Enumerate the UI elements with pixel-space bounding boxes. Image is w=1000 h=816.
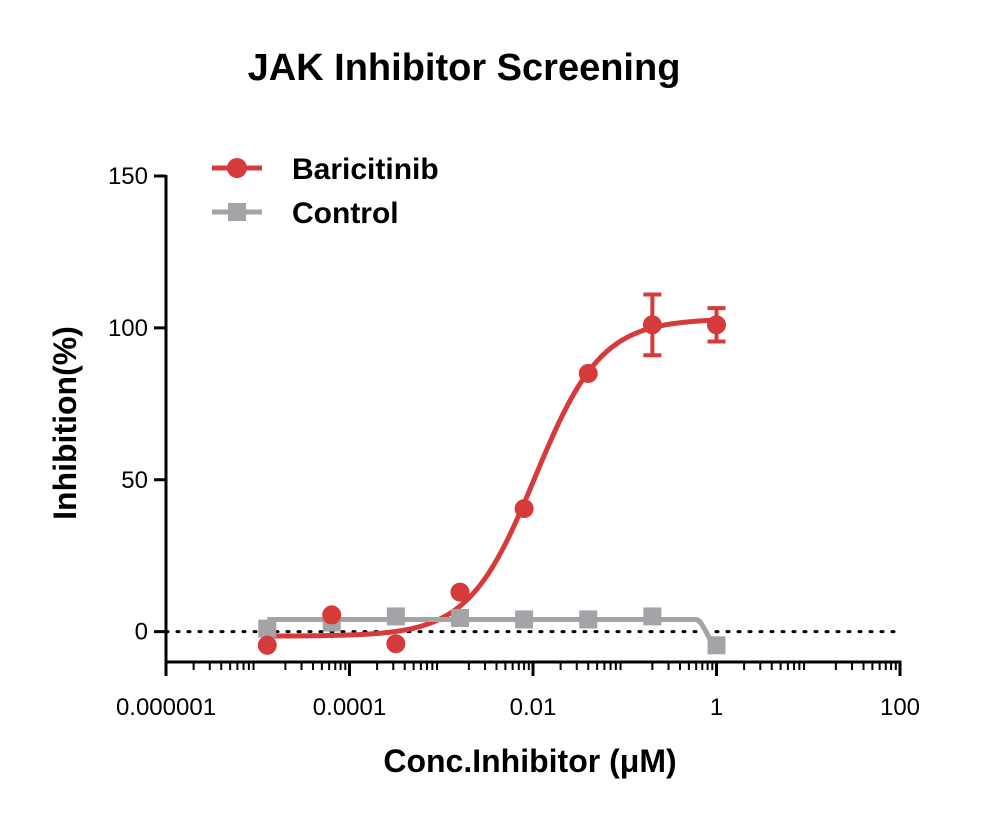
- y-tick-label: 150: [108, 163, 148, 190]
- chart-title: JAK Inhibitor Screening: [248, 47, 681, 89]
- data-point-control: [258, 619, 277, 638]
- data-point-control: [707, 636, 726, 655]
- data-point-baricitinib: [450, 582, 470, 602]
- x-tick-label: 0.01: [510, 694, 557, 721]
- y-axis-label: Inhibition(%): [47, 326, 83, 520]
- data-point-baricitinib: [642, 315, 662, 335]
- data-point-baricitinib: [257, 635, 277, 655]
- x-tick-label: 0.000001: [116, 694, 216, 721]
- data-point-baricitinib: [386, 634, 406, 654]
- legend-marker-baricitinib: [227, 158, 247, 178]
- data-point-control: [579, 610, 598, 629]
- fit-curve-control: [267, 616, 718, 648]
- y-tick-label: 50: [121, 467, 148, 494]
- data-point-baricitinib: [707, 315, 726, 335]
- data-point-baricitinib: [322, 605, 342, 625]
- legend: Baricitinib Control: [212, 153, 439, 230]
- data-point-baricitinib: [578, 363, 598, 383]
- legend-label-control: Control: [292, 197, 399, 230]
- fit-curve-baricitinib: [267, 317, 717, 639]
- x-tick-label: 0.0001: [313, 694, 386, 721]
- data-point-control: [515, 610, 534, 629]
- x-tick-label: 100: [880, 694, 920, 721]
- data-point-control: [643, 607, 662, 626]
- y-tick-label: 100: [108, 315, 148, 342]
- x-axis-label: Conc.Inhibitor (μM): [383, 743, 676, 779]
- data-point-control: [386, 607, 405, 626]
- plot-area: 0 50 100 150 0.000001 0.0001 0.01 1 100: [108, 163, 920, 721]
- y-tick-label: 0: [135, 619, 148, 646]
- data-point-control: [450, 608, 469, 627]
- legend-marker-control: [228, 203, 246, 221]
- legend-label-baricitinib: Baricitinib: [292, 153, 439, 186]
- x-tick-label: 1: [710, 694, 723, 721]
- data-point-baricitinib: [514, 499, 534, 519]
